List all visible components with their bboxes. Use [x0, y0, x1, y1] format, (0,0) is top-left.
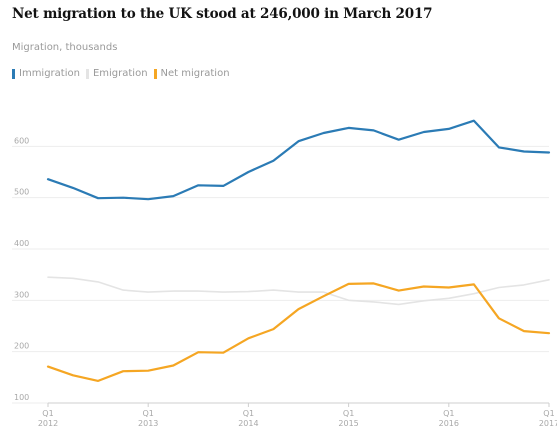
- net-migration-line: [46, 282, 551, 382]
- x-tick-label-quarter-2015: Q1: [343, 409, 354, 418]
- legend-label-emigration: Emigration: [92, 68, 148, 79]
- y-tick-label-500: 500: [14, 188, 29, 197]
- y-tick-label-200: 200: [14, 342, 29, 351]
- chart-subtitle: Migration, thousands: [12, 42, 118, 53]
- legend-label-immigration: Immigration: [19, 68, 80, 79]
- x-tick-label-quarter-2017: Q1: [543, 409, 554, 418]
- x-tick-label-quarter-2016: Q1: [443, 409, 454, 418]
- chart-title: Net migration to the UK stood at 246,000…: [12, 6, 433, 22]
- x-tick-label-year-2015: 2015: [338, 419, 358, 428]
- legend-swatch-net-migration: [153, 68, 157, 79]
- chart-legend: Immigration Emigration Net migration: [12, 68, 236, 79]
- legend-swatch-emigration: [85, 68, 89, 79]
- y-tick-label-100: 100: [14, 393, 29, 402]
- x-tick-label-year-2016: 2016: [439, 419, 459, 428]
- legend-swatch-immigration: [12, 68, 15, 79]
- x-tick-label-year-2014: 2014: [238, 419, 258, 428]
- legend-item-immigration: Immigration: [12, 68, 80, 79]
- immigration-line: [46, 119, 551, 201]
- x-tick-label-quarter-2014: Q1: [243, 409, 254, 418]
- y-tick-label-300: 300: [14, 290, 29, 299]
- legend-item-emigration: Emigration: [85, 68, 148, 79]
- x-tick-label-quarter-2012: Q1: [42, 409, 53, 418]
- legend-item-net-migration: Net migration: [153, 68, 230, 79]
- x-tick-label-year-2013: 2013: [138, 419, 158, 428]
- emigration-line: [47, 276, 550, 306]
- x-tick-label-year-2012: 2012: [38, 419, 58, 428]
- x-tick-label-quarter-2013: Q1: [143, 409, 154, 418]
- y-tick-label-600: 600: [14, 136, 29, 145]
- y-tick-label-400: 400: [14, 239, 29, 248]
- legend-label-net-migration: Net migration: [160, 68, 230, 79]
- x-tick-label-year-2017: 2017: [539, 419, 557, 428]
